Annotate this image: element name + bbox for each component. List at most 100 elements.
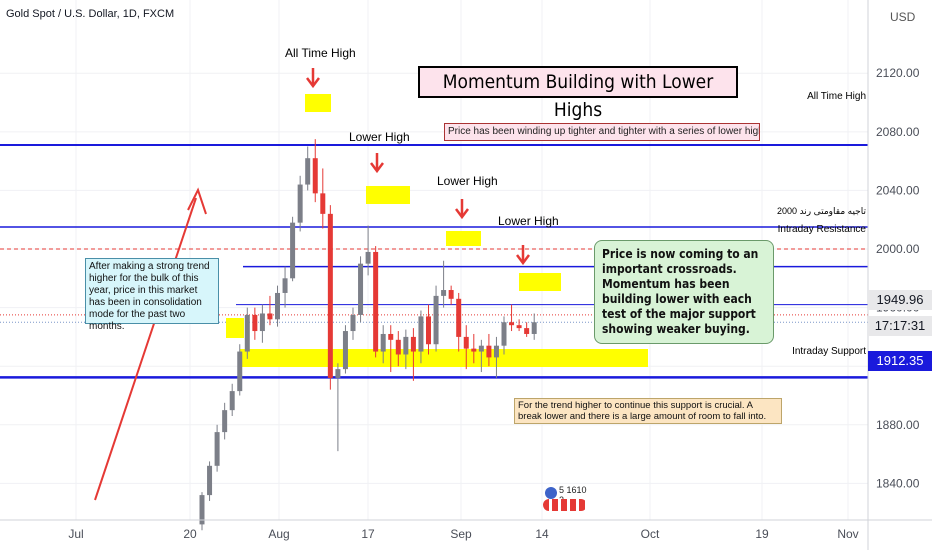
annotation-lines — [94, 68, 530, 501]
y-tick-label: 1840.00 — [876, 476, 920, 490]
author-badge[interactable]: 5 1610 2 — [543, 483, 589, 515]
candle-body — [509, 322, 515, 326]
candle-body — [403, 336, 409, 355]
y-tick-label: 2120.00 — [876, 66, 920, 80]
candle-body — [365, 251, 371, 264]
candle-body — [478, 345, 484, 352]
price-axis-bg — [868, 0, 932, 550]
candle-body — [259, 313, 265, 332]
time-axis: Jul 20 Aug 17 Sep 14 Oct 19 Nov — [0, 519, 932, 541]
candle-body — [350, 314, 356, 332]
down-arrow-head-3 — [455, 208, 469, 220]
candle-body — [305, 158, 311, 185]
candle-body — [388, 333, 394, 340]
candle-body — [222, 410, 228, 433]
candle-body — [275, 292, 280, 320]
x-tick-label: 17 — [361, 527, 375, 541]
candle-body — [418, 316, 424, 352]
candle-body — [373, 251, 379, 352]
candle-body — [244, 314, 250, 352]
candle-body — [282, 278, 288, 293]
highlight-lower-high-3 — [519, 273, 561, 291]
arabic-2000-label: 2000 تاجیه مقاومتی رند — [777, 206, 866, 216]
candle-body — [358, 263, 364, 315]
x-tick-label: Aug — [268, 527, 289, 541]
price-axis: 1840.001880.001920.001960.002000.002040.… — [867, 0, 932, 550]
currency-label: USD — [890, 10, 916, 24]
candle-body — [471, 348, 477, 352]
candle-body — [297, 184, 303, 223]
x-tick-label: Oct — [641, 527, 660, 541]
candle-body — [342, 331, 348, 370]
highlight-support-left — [226, 318, 244, 338]
candle-body — [312, 158, 318, 194]
candle-body — [267, 313, 273, 320]
candle-body — [448, 290, 454, 299]
x-tick-label: 19 — [755, 527, 769, 541]
candle-body — [335, 369, 341, 378]
down-arrow-head-4 — [516, 254, 530, 266]
candle-body — [486, 345, 492, 358]
ath-level-label: All Time High — [807, 91, 866, 102]
x-tick-label: 20 — [183, 527, 197, 541]
banner-title: Momentum Building with Lower Highs — [418, 66, 738, 121]
trend-note: After making a strong trend higher for t… — [85, 258, 219, 332]
support-price-tag: 1912.35 — [868, 351, 932, 371]
candle-body — [229, 391, 235, 411]
last-price-tag: 1949.96 — [868, 290, 932, 310]
down-arrow-head-1 — [306, 77, 320, 89]
candle-body — [410, 336, 416, 352]
candle-body — [441, 290, 447, 296]
highlight-ath — [305, 94, 331, 112]
ath-label: All Time High — [285, 46, 356, 60]
candle-body — [501, 322, 507, 346]
candle-body — [433, 295, 439, 345]
flag-icon — [543, 499, 587, 511]
candle-body — [493, 345, 499, 358]
x-tick-label: 14 — [535, 527, 549, 541]
candle-body — [199, 495, 205, 525]
symbol-title[interactable]: Gold Spot / U.S. Dollar, 1D, FXCM — [6, 8, 175, 20]
support-label: Intraday Support — [792, 346, 866, 357]
y-tick-label: 2000.00 — [876, 242, 920, 256]
highlight-zones — [226, 94, 648, 367]
candle-body — [456, 298, 462, 337]
highlight-lower-high-2 — [446, 231, 481, 246]
lower-high-label-1: Lower High — [349, 130, 410, 144]
crossroads-note: Price is now coming to an important cros… — [594, 240, 774, 344]
candle-body — [395, 339, 401, 355]
x-tick-label: Sep — [450, 527, 472, 541]
countdown-tag: 17:17:31 — [868, 316, 932, 336]
highlight-support-zone — [240, 349, 648, 367]
candle-body — [327, 213, 333, 378]
trend-arrow-head — [187, 187, 207, 215]
y-tick-label: 1880.00 — [876, 418, 920, 432]
candle-body — [252, 314, 258, 332]
candle-body — [290, 222, 296, 279]
resistance-label: Intraday Resistance — [777, 224, 866, 235]
candle-body — [380, 333, 386, 352]
x-tick-label: Nov — [837, 527, 858, 541]
lower-high-label-2: Lower High — [437, 174, 498, 188]
avatar — [545, 487, 557, 499]
trend-arrow-line — [94, 197, 197, 501]
lower-high-label-3: Lower High — [498, 214, 559, 228]
highlight-lower-high-1 — [366, 186, 410, 204]
down-arrow-head-2 — [370, 162, 384, 174]
candle-body — [426, 316, 431, 345]
candle-body — [207, 465, 213, 496]
y-tick-label: 2040.00 — [876, 183, 920, 197]
candle-body — [320, 193, 326, 214]
candlestick-series — [199, 139, 537, 531]
winding-note: Price has been winding up tighter and ti… — [444, 123, 760, 141]
candle-body — [524, 328, 530, 334]
support-note: For the trend higher to continue this su… — [514, 398, 782, 424]
y-tick-label: 2080.00 — [876, 125, 920, 139]
x-tick-label: Jul — [68, 527, 83, 541]
candle-body — [463, 336, 469, 349]
candle-body — [214, 432, 220, 466]
candle-body — [516, 325, 522, 329]
candle-body — [237, 351, 243, 392]
candle-body — [531, 322, 537, 334]
